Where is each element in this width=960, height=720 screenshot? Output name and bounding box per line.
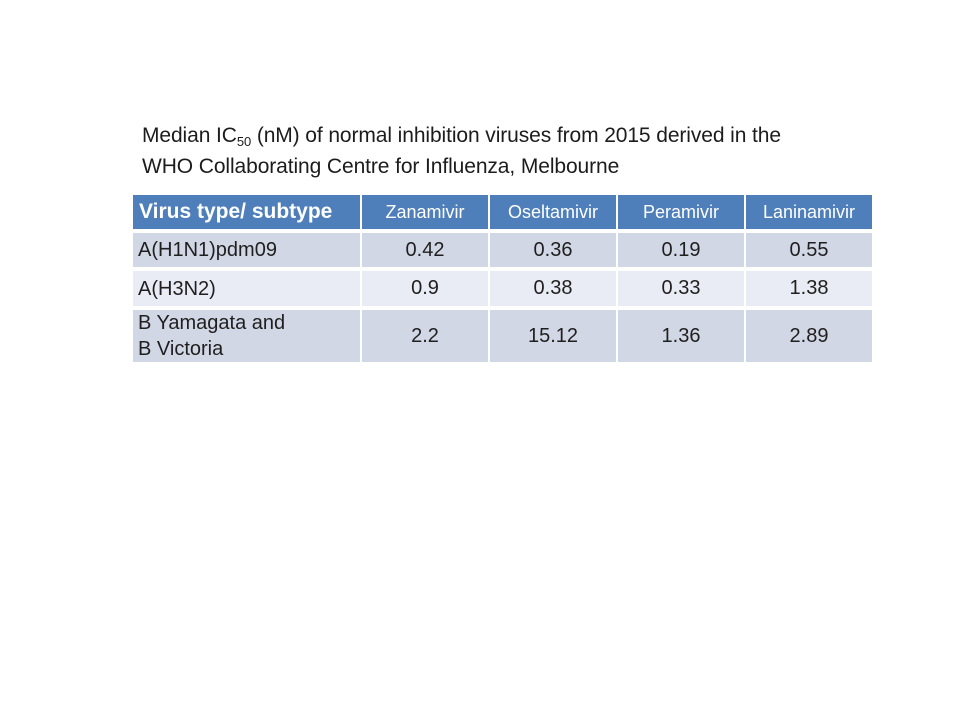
value-cell: 0.9 [362, 271, 488, 306]
table-header-row: Virus type/ subtype Zanamivir Oseltamivi… [133, 195, 872, 229]
value-cell: 2.89 [746, 310, 872, 362]
ic50-table: Virus type/ subtype Zanamivir Oseltamivi… [131, 191, 874, 366]
title-text-prefix: Median IC [142, 124, 237, 147]
value-cell: 1.36 [618, 310, 744, 362]
row-label: B Yamagata and B Victoria [133, 310, 360, 362]
value-cell: 0.42 [362, 233, 488, 267]
table-row: A(H1N1)pdm09 0.42 0.36 0.19 0.55 [133, 233, 872, 267]
value-cell: 0.33 [618, 271, 744, 306]
slide-title-line1: Median IC50 (nM) of normal inhibition vi… [142, 121, 781, 152]
title-text-suffix: (nM) of normal inhibition viruses from 2… [251, 124, 781, 147]
value-cell: 0.38 [490, 271, 616, 306]
value-cell: 0.19 [618, 233, 744, 267]
header-cell-zanamivir: Zanamivir [362, 195, 488, 229]
header-cell-peramivir: Peramivir [618, 195, 744, 229]
value-cell: 1.38 [746, 271, 872, 306]
row-label: A(H1N1)pdm09 [133, 233, 360, 267]
title-subscript: 50 [236, 134, 252, 149]
row-label-line2: B Victoria [138, 338, 224, 360]
table-row: B Yamagata and B Victoria 2.2 15.12 1.36… [133, 310, 872, 362]
ic50-table-container: Virus type/ subtype Zanamivir Oseltamivi… [131, 191, 874, 366]
header-cell-oseltamivir: Oseltamivir [490, 195, 616, 229]
header-cell-virus-type: Virus type/ subtype [133, 195, 360, 229]
value-cell: 15.12 [490, 310, 616, 362]
value-cell: 0.36 [490, 233, 616, 267]
row-label-line1: B Yamagata and [138, 312, 286, 334]
header-cell-laninamivir: Laninamivir [746, 195, 872, 229]
row-label: A(H3N2) [133, 271, 360, 306]
value-cell: 0.55 [746, 233, 872, 267]
slide-title: Median IC50 (nM) of normal inhibition vi… [142, 121, 781, 181]
slide-title-line2: WHO Collaborating Centre for Influenza, … [142, 155, 620, 178]
table-row: A(H3N2) 0.9 0.38 0.33 1.38 [133, 271, 872, 306]
value-cell: 2.2 [362, 310, 488, 362]
